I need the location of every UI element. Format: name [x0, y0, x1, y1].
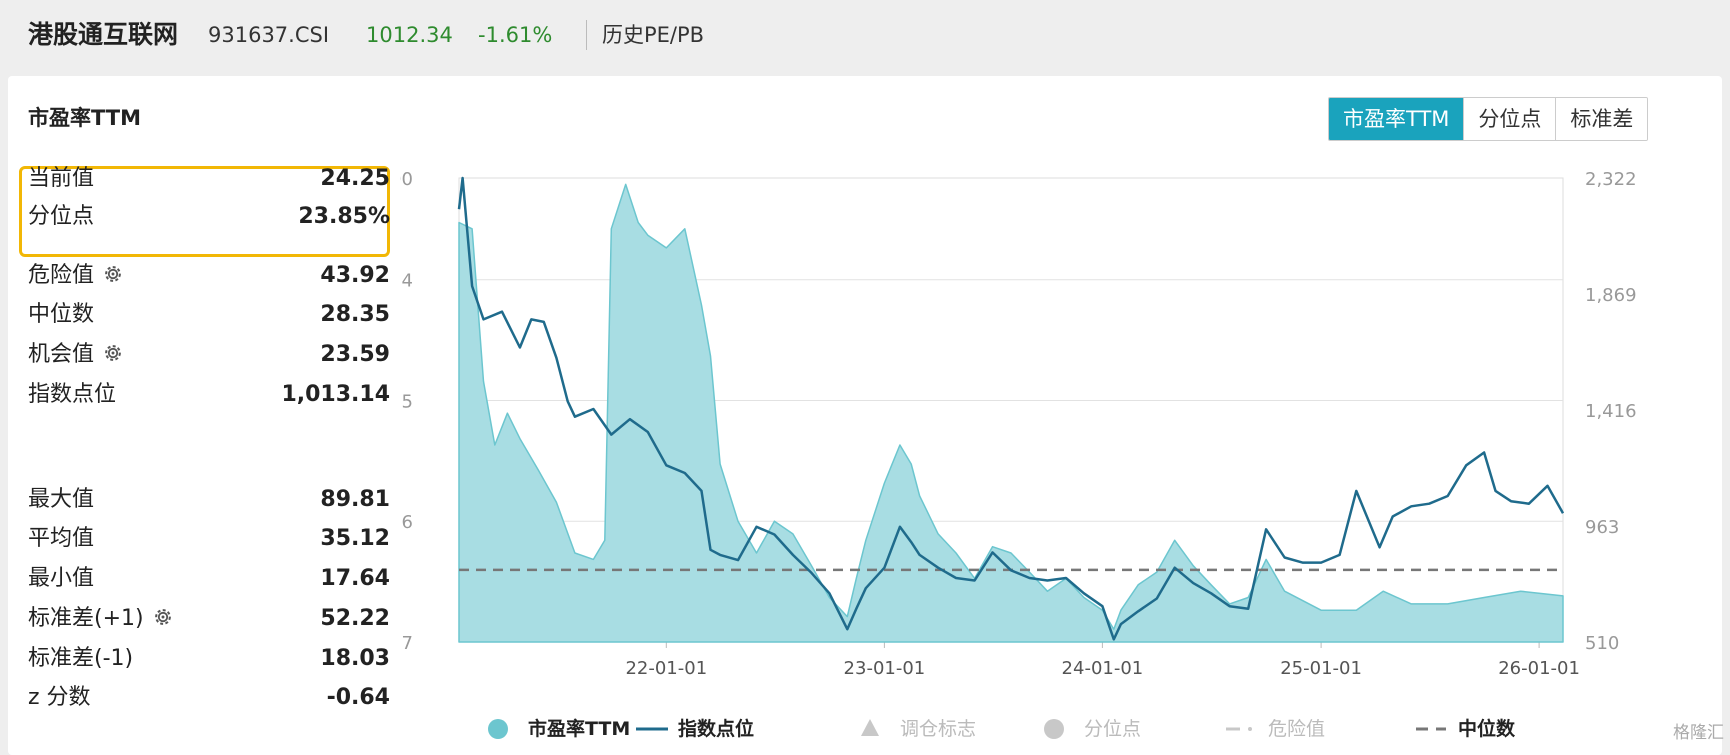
stat-min: 最小值 17.64 — [28, 562, 390, 596]
stat-median: 中位数 28.35 — [28, 298, 390, 332]
y-right-tick-label: 1,869 — [1585, 285, 1637, 306]
index-name: 港股通互联网 — [28, 20, 179, 49]
y-left-tick-label: 36 — [400, 512, 413, 533]
header-divider — [586, 20, 587, 50]
stat-index-level: 指数点位 1,013.14 — [28, 378, 390, 412]
stat-opportunity-label: 机会值 — [28, 342, 95, 367]
stat-current: 当前值 24.25 — [28, 162, 390, 196]
stat-opportunity: 机会值 23.59 — [28, 338, 390, 372]
legend-label: 指数点位 — [678, 718, 755, 740]
index-change: -1.61% — [478, 23, 553, 47]
stat-index-label: 指数点位 — [28, 382, 117, 407]
dash-icon — [1416, 727, 1446, 731]
y-right-tick-label: 510 — [1585, 633, 1619, 654]
stat-max: 最大值 89.81 — [28, 483, 390, 517]
legend-label: 调仓标志 — [900, 718, 977, 740]
y-right-tick-label: 2,322 — [1585, 169, 1637, 190]
stat-std-plus-value: 52.22 — [320, 606, 390, 631]
stat-std-minus: 标准差(-1) 18.03 — [28, 642, 390, 676]
tab-std-dev[interactable]: 标准差 — [1555, 98, 1648, 140]
stat-danger-label: 危险值 — [28, 263, 95, 288]
history-pe-pb-link[interactable]: 历史PE/PB — [602, 23, 705, 47]
stat-std-minus-value: 18.03 — [320, 646, 390, 671]
stat-z-score: z 分数 -0.64 — [28, 681, 390, 715]
stat-min-value: 17.64 — [320, 566, 390, 591]
index-level-line — [457, 176, 1565, 641]
current-value-highlight — [19, 166, 390, 257]
stat-opportunity-value: 23.59 — [320, 342, 390, 367]
stat-std-plus: 标准差(+1) 52.22 — [28, 602, 390, 636]
watermark: 格隆汇 — [1673, 723, 1724, 743]
stat-avg-label: 平均值 — [28, 526, 95, 551]
stat-danger: 危险值 43.92 — [28, 259, 390, 293]
stat-percentile-value: 23.85% — [298, 204, 390, 229]
x-tick-label: 22-01-01 — [625, 658, 707, 679]
stat-avg-value: 35.12 — [320, 526, 390, 551]
pe-ttm-area — [458, 183, 1564, 643]
y-right-tick-label: 1,416 — [1585, 401, 1637, 422]
circle-icon — [1044, 719, 1064, 739]
stat-max-label: 最大值 — [28, 487, 95, 512]
y-right-tick-label: 963 — [1585, 517, 1619, 538]
stat-index-value: 1,013.14 — [281, 382, 390, 407]
stat-current-label: 当前值 — [28, 166, 95, 191]
stat-median-label: 中位数 — [28, 302, 95, 327]
gear-icon[interactable] — [102, 263, 124, 285]
gear-icon[interactable] — [152, 606, 174, 628]
legend-label: 市盈率TTM — [528, 718, 631, 740]
legend-label: 危险值 — [1268, 718, 1326, 740]
pe-chart[interactable]: 90 74 55 36 17 2,322 1,869 1,416 963 510 22-01-01 2… — [400, 160, 1730, 755]
stat-percentile: 分位点 23.85% — [28, 200, 390, 234]
stat-z-label: z 分数 — [28, 685, 91, 710]
line-icon — [636, 727, 668, 731]
y-left-tick-label: 90 — [400, 169, 413, 190]
index-price: 1012.34 — [366, 23, 453, 47]
tab-pe-ttm[interactable]: 市盈率TTM — [1329, 98, 1464, 140]
x-tick-label: 23-01-01 — [844, 658, 926, 679]
index-code: 931637.CSI — [208, 23, 330, 47]
panel-title: 市盈率TTM — [28, 106, 142, 130]
y-left-tick-label: 55 — [400, 392, 413, 413]
x-tick-label: 25-01-01 — [1280, 658, 1362, 679]
stat-average: 平均值 35.12 — [28, 522, 390, 556]
gear-icon[interactable] — [102, 342, 124, 364]
triangle-icon — [861, 719, 879, 736]
y-left-tick-label: 17 — [400, 633, 413, 654]
stat-std-minus-label: 标准差(-1) — [28, 646, 134, 671]
stat-z-value: -0.64 — [326, 685, 390, 710]
stat-danger-value: 43.92 — [320, 263, 390, 288]
x-tick-label: 24-01-01 — [1062, 658, 1144, 679]
y-left-tick-label: 74 — [400, 271, 413, 292]
tab-percentile[interactable]: 分位点 — [1463, 98, 1556, 140]
stat-max-value: 89.81 — [320, 487, 390, 512]
stat-std-plus-label: 标准差(+1) — [28, 606, 144, 631]
legend-label: 中位数 — [1458, 718, 1516, 740]
filled-circle-icon — [488, 719, 508, 739]
stat-current-value: 24.25 — [320, 166, 390, 191]
index-header: 港股通互联网 931637.CSI 1012.34 -1.61% 历史PE/PB — [0, 0, 1730, 72]
dash-dot-icon — [1226, 727, 1252, 731]
legend-label: 分位点 — [1084, 718, 1142, 740]
stat-median-value: 28.35 — [320, 302, 390, 327]
x-tick-label: 26-01-01 — [1498, 658, 1580, 679]
stat-min-label: 最小值 — [28, 566, 95, 591]
metric-toggle-group: 市盈率TTM 分位点 标准差 — [1328, 97, 1649, 141]
stat-percentile-label: 分位点 — [28, 204, 95, 229]
